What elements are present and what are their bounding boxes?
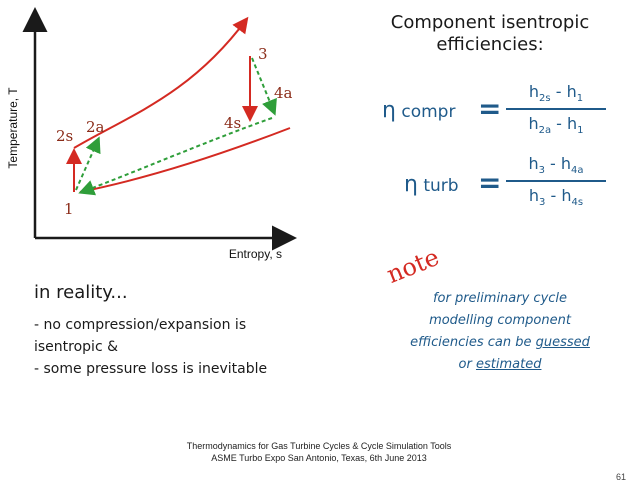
- turbine-denominator: h3 - h4s: [506, 182, 606, 208]
- reality-text: - no compression/expansion is isentropic…: [34, 314, 267, 380]
- point-label-2s: 2s: [56, 127, 73, 145]
- note-line-4-text: or: [458, 357, 476, 372]
- num-sub-4a: 4a: [571, 165, 584, 177]
- note-estimated: estimated: [475, 357, 542, 372]
- den-h3: h: [528, 186, 540, 206]
- x-axis-label: Entropy, s: [229, 247, 282, 261]
- reality-line-1: - no compression/expansion is: [34, 317, 247, 333]
- eta-symbol: η: [382, 98, 396, 123]
- turbine-efficiency-label: η turb: [404, 172, 459, 197]
- note-line-1: for preliminary cycle: [432, 291, 568, 306]
- eta-symbol: η: [404, 172, 418, 197]
- den-sub-3: 3: [539, 197, 546, 209]
- note-tag: note: [382, 242, 444, 289]
- num-sub-2s: 2s: [539, 93, 551, 105]
- den-sub-1: 1: [577, 125, 584, 137]
- compressor-fraction: h2s - h1 h2a - h1: [506, 82, 606, 136]
- footer-line-2: ASME Turbo Expo San Antonio, Texas, 6th …: [211, 453, 427, 463]
- note-line-4: or estimated: [380, 354, 620, 376]
- reality-line-2: isentropic &: [34, 339, 119, 355]
- den-h4s: h: [561, 186, 572, 206]
- turbine-fraction: h3 - h4a h3 - h4s: [506, 154, 606, 208]
- num-minus: -: [544, 154, 561, 173]
- reality-line-3: - some pressure loss is inevitable: [34, 361, 268, 377]
- num-h3: h: [528, 154, 539, 173]
- isobar-low: [79, 127, 291, 193]
- page-number: 61: [615, 472, 626, 482]
- efficiencies-title-line1: Component isentropic: [390, 12, 590, 33]
- den-sub-2a: 2a: [538, 125, 552, 137]
- den-h: h: [528, 114, 539, 134]
- turb-subscript: turb: [423, 176, 459, 196]
- point-label-1: 1: [64, 200, 74, 218]
- num-h4a: h: [560, 154, 572, 173]
- compression-actual: [75, 136, 101, 191]
- num-minus: -: [550, 82, 567, 101]
- den-h1: h: [567, 114, 578, 134]
- turbine-equals: =: [478, 166, 502, 199]
- num-sub-3: 3: [538, 165, 545, 177]
- point-label-4s: 4s: [224, 114, 241, 132]
- compressor-denominator: h2a - h1: [506, 110, 606, 136]
- num-sub-1: 1: [576, 93, 584, 105]
- compressor-equals: =: [478, 92, 502, 125]
- compr-subscript: compr: [401, 102, 456, 122]
- num-h: h: [528, 82, 540, 101]
- y-axis-label: Temperature, T: [6, 87, 20, 169]
- efficiencies-title-line2: efficiencies:: [436, 34, 544, 55]
- turbine-numerator: h3 - h4a: [506, 154, 606, 183]
- den-sub-4s: 4s: [571, 197, 584, 209]
- note-text: for preliminary cycle modelling componen…: [380, 288, 620, 376]
- expansion-actual: [251, 57, 277, 116]
- efficiencies-title: Component isentropic efficiencies:: [370, 12, 610, 56]
- note-line-2: modelling component: [429, 313, 571, 328]
- note-guessed: guessed: [535, 335, 590, 350]
- den-minus: -: [545, 186, 562, 206]
- reality-heading: in reality...: [34, 282, 128, 303]
- footer-line-1: Thermodynamics for Gas Turbine Cycles & …: [186, 441, 452, 451]
- point-label-3: 3: [258, 45, 268, 63]
- point-label-4a: 4a: [274, 84, 293, 102]
- heat-rejection-actual: [78, 117, 273, 196]
- compressor-numerator: h2s - h1: [506, 82, 606, 111]
- footer: Thermodynamics for Gas Turbine Cycles & …: [0, 440, 638, 464]
- note-line-3: efficiencies can be guessed: [380, 332, 620, 354]
- compressor-efficiency-label: η compr: [382, 98, 455, 123]
- den-minus: -: [551, 114, 568, 134]
- note-line-3-text: efficiencies can be: [410, 335, 536, 350]
- ts-diagram: 1 2s 2a 3 4s 4a Temperature, T Entropy, …: [6, 7, 297, 261]
- point-label-2a: 2a: [86, 118, 105, 136]
- num-h1: h: [566, 82, 577, 101]
